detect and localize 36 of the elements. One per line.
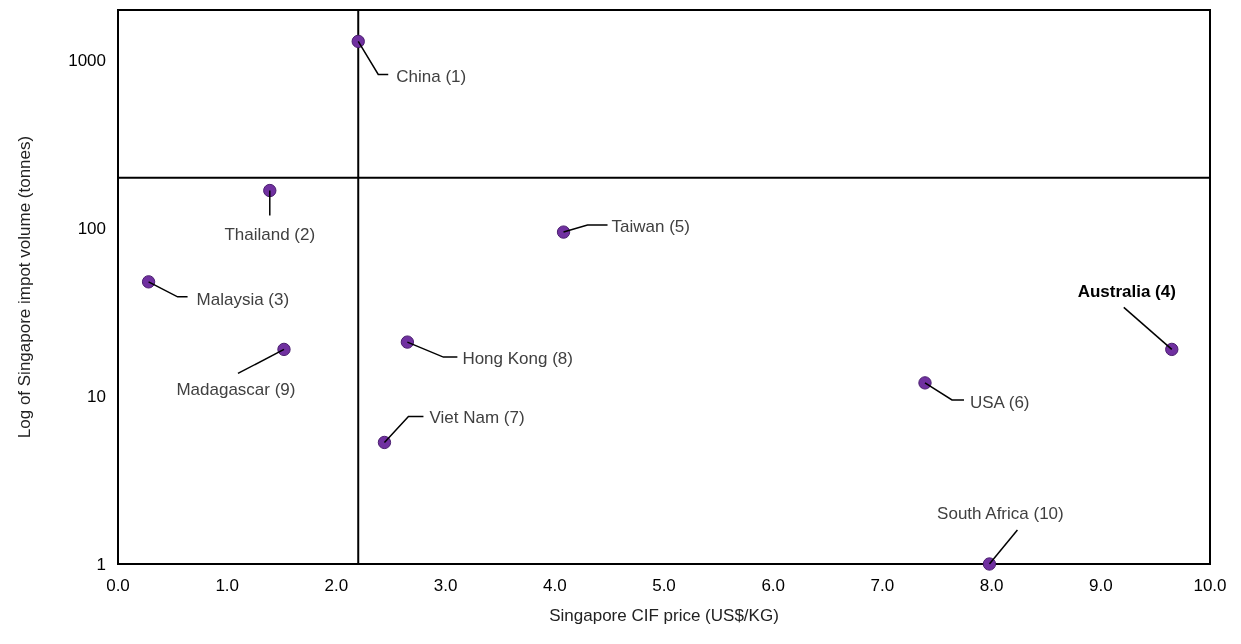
point — [141, 275, 156, 289]
annotation: USA (6) — [969, 392, 1030, 412]
point — [556, 225, 571, 239]
annotation: Taiwan (5) — [611, 217, 690, 237]
x-tick-label: 2.0 — [324, 576, 349, 595]
annotation: Malaysia (3) — [196, 289, 290, 309]
annotation: Thailand (2) — [224, 225, 316, 245]
annotation: Madagascar (9) — [176, 380, 296, 400]
annotation: South Africa (10) — [937, 503, 1064, 523]
x-tick-label: 10.0 — [1193, 576, 1227, 595]
annotation: Viet Nam (7) — [429, 408, 525, 428]
x-tick-label: 5.0 — [652, 576, 676, 595]
x-tick-label: 7.0 — [870, 576, 895, 595]
annotation: Hong Kong (8) — [462, 349, 573, 369]
point — [277, 342, 291, 357]
x-tick-label: 1.0 — [215, 576, 240, 595]
annotation: Australia (4) — [1077, 282, 1176, 302]
point — [982, 557, 997, 571]
point — [377, 435, 392, 450]
x-tick-label: 0.0 — [106, 576, 130, 595]
y-axis-title: Log of Singapore impot volume (tonnes) — [15, 135, 34, 439]
x-tick-label: 6.0 — [761, 576, 786, 595]
x-tick-label: 8.0 — [979, 576, 1004, 595]
x-tick-label: 4.0 — [542, 576, 567, 595]
point — [263, 183, 277, 198]
x-tick-label: 9.0 — [1088, 576, 1113, 595]
x-tick-label: 3.0 — [433, 576, 458, 595]
y-tick-label: 10 — [87, 387, 106, 407]
y-tick-label: 1 — [96, 554, 106, 574]
point — [918, 376, 932, 390]
y-tick-label: 1000 — [68, 51, 106, 71]
x-axis-title: Singapore CIF price (US$/KG) — [549, 606, 779, 625]
point — [351, 34, 365, 49]
annotation: China (1) — [396, 67, 467, 87]
y-tick-label: 100 — [77, 219, 106, 239]
point — [1165, 342, 1179, 357]
